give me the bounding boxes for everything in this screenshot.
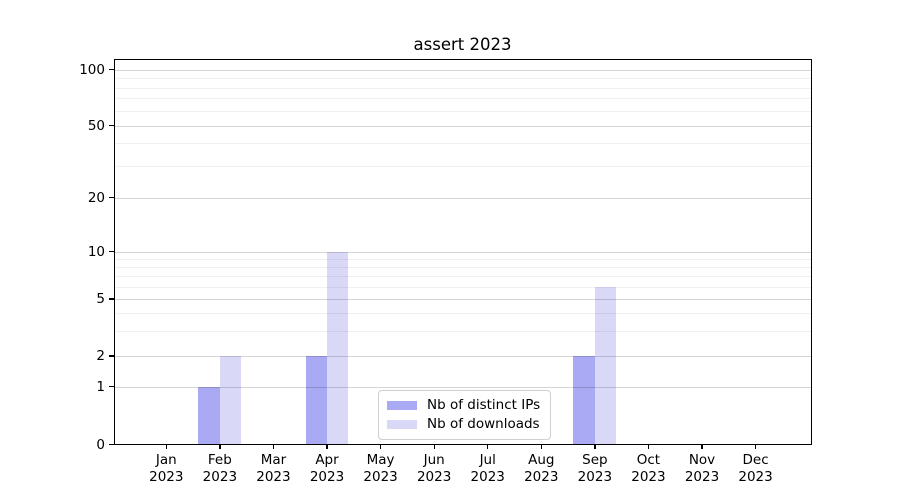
- x-tick-mark: [701, 444, 703, 449]
- y-tick-label: 100: [79, 61, 105, 78]
- bar-feb-series1: [219, 356, 242, 445]
- major-gridline: [113, 299, 812, 300]
- x-tick-label: Jul 2023: [470, 451, 505, 485]
- x-tick-label: May 2023: [363, 451, 398, 485]
- x-tick-mark: [433, 444, 435, 449]
- x-tick-mark: [540, 444, 542, 449]
- x-tick-mark: [487, 444, 489, 449]
- x-tick-label: Aug 2023: [524, 451, 559, 485]
- y-tick-mark: [109, 355, 114, 357]
- major-gridline: [113, 125, 812, 127]
- y-tick-label: 1: [96, 378, 105, 395]
- x-tick-mark: [326, 444, 328, 449]
- y-tick-mark: [109, 443, 114, 446]
- minor-gridline: [113, 78, 812, 79]
- legend-item-distinct-ips: Nb of distinct IPs: [387, 396, 540, 415]
- y-tick-label: 20: [87, 189, 105, 206]
- y-tick-mark: [109, 124, 114, 127]
- x-tick-label: Dec 2023: [738, 451, 773, 485]
- major-gridline: [113, 386, 812, 388]
- x-tick-mark: [219, 444, 221, 449]
- y-tick-mark: [109, 385, 114, 388]
- y-tick-mark: [109, 298, 114, 300]
- x-tick-label: Nov 2023: [684, 451, 720, 485]
- plot-area: [113, 59, 812, 445]
- y-tick-label: 0: [96, 436, 105, 453]
- x-tick-label: Jun 2023: [416, 451, 452, 485]
- x-tick-mark: [594, 444, 596, 449]
- x-tick-label: Sep 2023: [577, 451, 613, 485]
- x-tick-mark: [272, 444, 275, 449]
- major-gridline: [113, 356, 812, 357]
- y-tick-mark: [109, 250, 114, 253]
- bar-sep-series1: [594, 286, 617, 445]
- bar-feb-series0: [198, 386, 220, 445]
- x-tick-label: Jan 2023: [149, 451, 184, 485]
- x-tick-mark: [165, 444, 167, 449]
- minor-gridline: [113, 98, 812, 100]
- x-tick-label: Apr 2023: [309, 451, 345, 485]
- x-tick-label: Mar 2023: [256, 451, 291, 485]
- minor-gridline: [113, 266, 812, 268]
- legend-swatch-distinct-ips: [387, 401, 417, 410]
- minor-gridline: [113, 87, 812, 89]
- bar-sep-series0: [573, 356, 595, 445]
- minor-gridline: [113, 286, 812, 288]
- x-tick-label: Oct 2023: [631, 451, 666, 485]
- minor-gridline: [113, 165, 812, 167]
- bar-apr-series1: [327, 251, 349, 445]
- minor-gridline: [113, 330, 812, 332]
- x-tick-mark: [647, 444, 650, 449]
- minor-gridline: [113, 143, 812, 145]
- major-gridline: [113, 69, 812, 71]
- bar-apr-series0: [305, 356, 327, 445]
- y-tick-label: 5: [96, 291, 105, 307]
- minor-gridline: [113, 258, 812, 260]
- x-tick-mark: [754, 444, 757, 449]
- minor-gridline: [113, 312, 812, 314]
- legend-swatch-downloads: [387, 420, 417, 429]
- chart-title: assert 2023: [413, 35, 512, 54]
- y-tick-label: 10: [87, 243, 105, 260]
- x-tick-mark: [379, 444, 382, 449]
- legend-item-downloads: Nb of downloads: [387, 415, 540, 434]
- minor-gridline: [113, 275, 812, 277]
- legend-label-distinct-ips: Nb of distinct IPs: [427, 397, 541, 413]
- y-tick-label: 50: [87, 117, 105, 134]
- legend-label-downloads: Nb of downloads: [427, 416, 540, 432]
- major-gridline: [113, 197, 812, 199]
- legend: Nb of distinct IPs Nb of downloads: [378, 390, 552, 440]
- major-gridline: [113, 251, 812, 253]
- y-tick-mark: [109, 196, 114, 199]
- y-tick-label: 2: [96, 348, 105, 364]
- minor-gridline: [113, 110, 812, 112]
- x-tick-label: Feb 2023: [202, 451, 238, 485]
- y-tick-mark: [109, 68, 114, 71]
